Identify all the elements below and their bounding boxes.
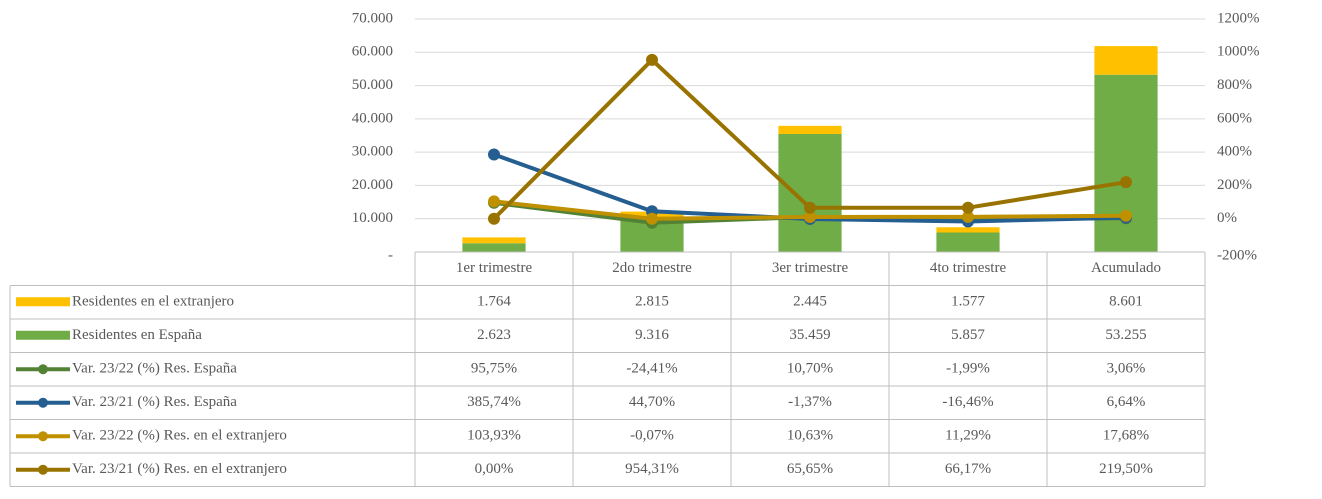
bar <box>936 232 1000 252</box>
y2-tick-label: 200% <box>1217 177 1252 193</box>
bar <box>1094 46 1158 75</box>
table-value: 6,64% <box>1107 394 1146 410</box>
table-value: -0,07% <box>630 428 674 444</box>
table-value: 66,17% <box>945 461 991 477</box>
y2-tick-label: 1200% <box>1217 10 1260 26</box>
table-value: 11,29% <box>945 428 991 444</box>
legend-swatch-marker <box>38 464 48 475</box>
legend-swatch-marker <box>38 397 48 408</box>
legend-swatch-marker <box>38 364 48 375</box>
line-marker <box>1120 176 1132 189</box>
legend-swatch-marker <box>38 431 48 442</box>
table-value: -1,99% <box>946 361 990 377</box>
y-tick-label: 40.000 <box>352 110 393 126</box>
table-value: 1.764 <box>477 294 511 310</box>
table-value: 1.577 <box>951 294 985 310</box>
table-value: 2.623 <box>477 327 511 343</box>
table-value: 10,63% <box>787 428 833 444</box>
line-marker <box>962 210 974 223</box>
y2-tick-label: 600% <box>1217 110 1252 126</box>
table-value: 9.316 <box>635 327 669 343</box>
line-marker <box>488 195 500 208</box>
table-value: 17,68% <box>1103 428 1149 444</box>
table-value: 2.815 <box>635 294 669 310</box>
table-value: 385,74% <box>467 394 521 410</box>
table-value: 65,65% <box>787 461 833 477</box>
y-tick-label: 20.000 <box>352 177 393 193</box>
table-value: 219,50% <box>1099 461 1153 477</box>
line-marker <box>804 210 816 223</box>
bar <box>1094 74 1158 252</box>
x-tick-label: 4to trimestre <box>930 260 1007 276</box>
bar <box>778 125 842 134</box>
line-marker <box>646 53 658 66</box>
table-value: 3,06% <box>1107 361 1146 377</box>
y-tick-label: 60.000 <box>352 44 393 60</box>
line-marker <box>962 201 974 214</box>
bar <box>778 133 842 252</box>
y-tick-label: - <box>388 247 393 263</box>
bar <box>462 237 526 244</box>
legend-label: Var. 23/21 (%) Res. en el extranjero <box>72 461 287 477</box>
table-value: 0,00% <box>475 461 514 477</box>
line-marker <box>488 148 500 161</box>
y2-tick-label: 1000% <box>1217 44 1260 60</box>
bar <box>462 243 526 252</box>
table-value: 10,70% <box>787 361 833 377</box>
legend-label: Var. 23/22 (%) Res. España <box>72 361 237 377</box>
line-marker <box>646 212 658 225</box>
table-value: -16,46% <box>942 394 993 410</box>
table-value: 95,75% <box>471 361 517 377</box>
table-value: 2.445 <box>793 294 827 310</box>
table-value: 35.459 <box>789 327 830 343</box>
line-marker <box>804 201 816 214</box>
table-value: 8.601 <box>1109 294 1143 310</box>
legend-swatch <box>16 297 70 307</box>
x-tick-label: 1er trimestre <box>456 260 533 276</box>
line-marker <box>1120 209 1132 222</box>
x-tick-label: 3er trimestre <box>772 260 849 276</box>
x-tick-label: 2do trimestre <box>612 260 692 276</box>
y-tick-label: 30.000 <box>352 144 393 160</box>
x-tick-label: Acumulado <box>1091 260 1161 276</box>
y-tick-label: 10.000 <box>352 210 393 226</box>
table-value: 53.255 <box>1105 327 1146 343</box>
y2-tick-label: 800% <box>1217 77 1252 93</box>
legend-label: Var. 23/21 (%) Res. España <box>72 394 237 410</box>
table-value: -24,41% <box>626 361 677 377</box>
y2-tick-label: 400% <box>1217 144 1252 160</box>
bar <box>936 227 1000 233</box>
legend-swatch <box>16 330 70 340</box>
y-tick-label: 50.000 <box>352 77 393 93</box>
y2-tick-label: -200% <box>1217 247 1257 263</box>
legend-label: Residentes en España <box>72 327 202 343</box>
line-marker <box>488 212 500 225</box>
y-tick-label: 70.000 <box>352 10 393 26</box>
y2-tick-label: 0% <box>1217 210 1237 226</box>
table-value: -1,37% <box>788 394 832 410</box>
legend-label: Var. 23/22 (%) Res. en el extranjero <box>72 428 287 444</box>
table-value: 103,93% <box>467 428 521 444</box>
table-value: 954,31% <box>625 461 679 477</box>
legend-label: Residentes en el extranjero <box>72 294 234 310</box>
table-value: 44,70% <box>629 394 675 410</box>
table-value: 5.857 <box>951 327 985 343</box>
